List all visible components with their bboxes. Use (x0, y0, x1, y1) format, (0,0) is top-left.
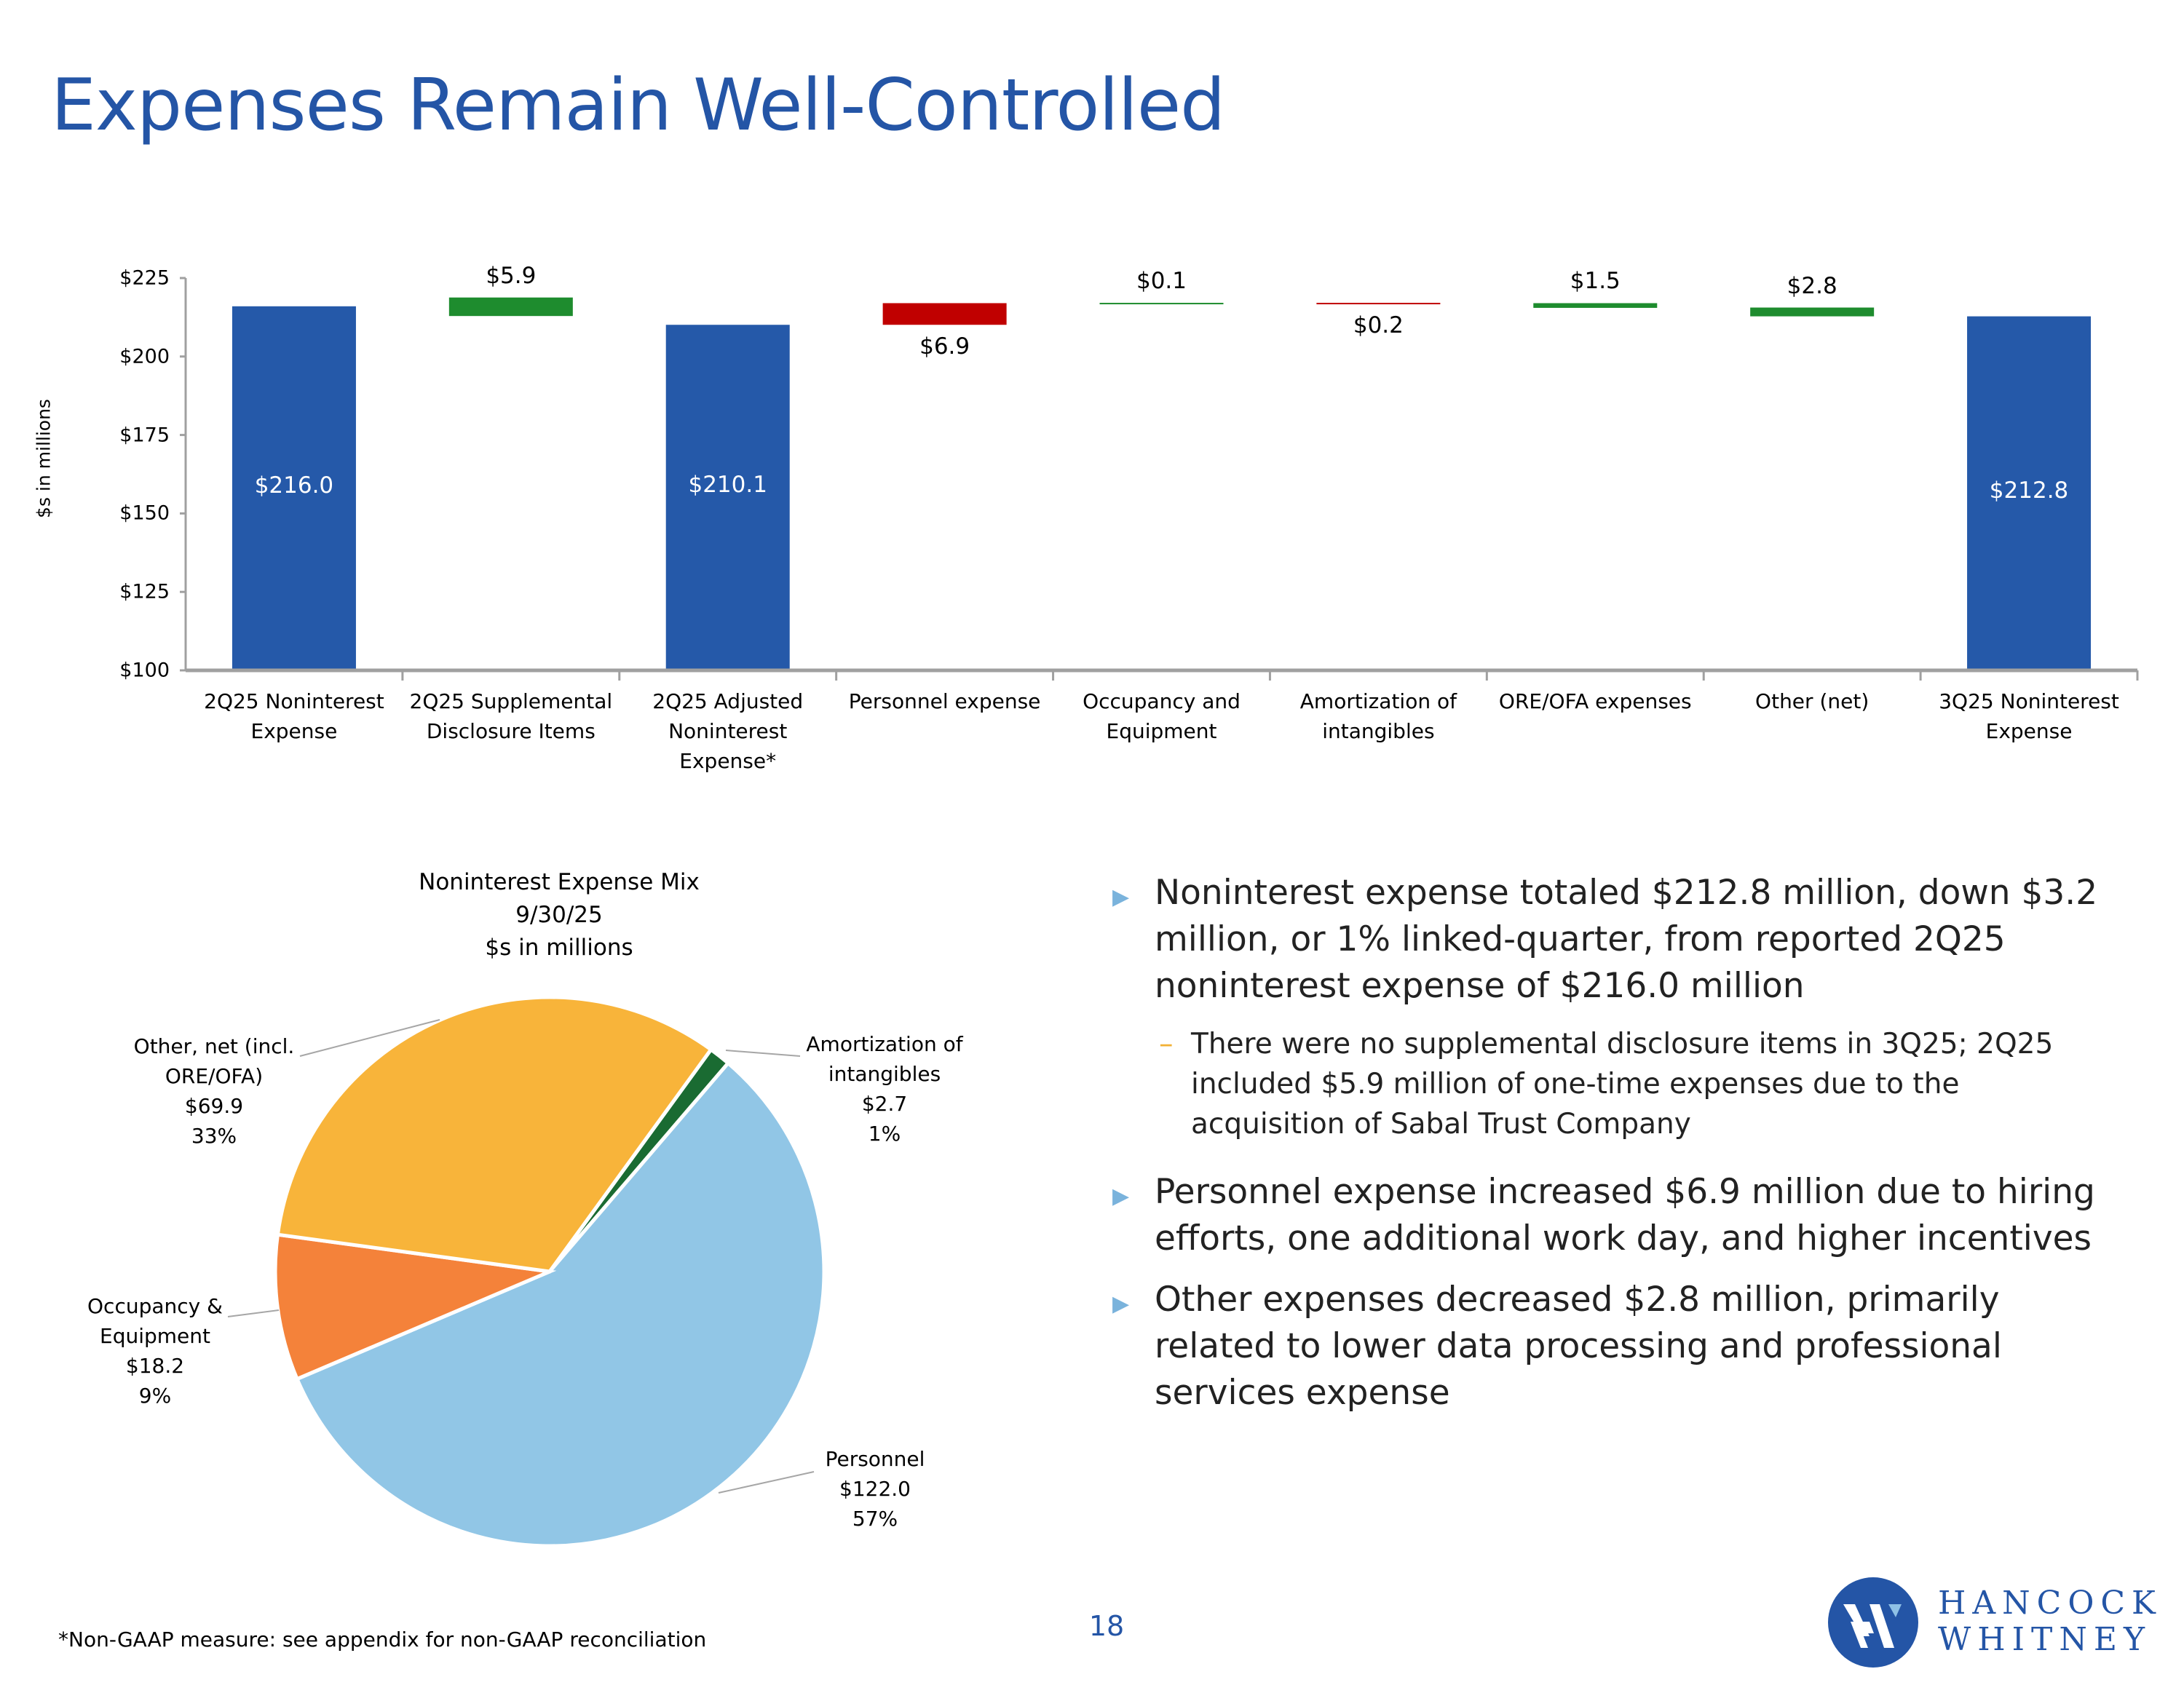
label-line: intangibles (828, 1062, 941, 1086)
label-line: ORE/OFA) (165, 1064, 264, 1088)
y-tick-label: $175 (119, 424, 170, 447)
waterfall-bar (1316, 303, 1441, 305)
bullet-item: ▶ Other expenses decreased $2.8 million, … (1112, 1277, 2117, 1416)
triangle-bullet-icon: ▶ (1112, 884, 1130, 910)
label-pct: 9% (138, 1384, 172, 1408)
x-category-label: Personnel expense (848, 689, 1041, 713)
label-line: Occupancy & (87, 1294, 223, 1318)
hancock-whitney-logo-icon (1828, 1577, 1918, 1668)
y-tick-label: $200 (119, 345, 170, 368)
x-category-label: 2Q25 Noninterest Expense (204, 689, 384, 743)
y-tick-label: $100 (119, 659, 170, 682)
logo-wordmark: HANCOCK WHITNEY (1938, 1585, 2162, 1658)
label-line: Equipment (100, 1324, 210, 1348)
bar-data-label: $6.9 (919, 333, 970, 360)
y-tick-label: $150 (119, 501, 170, 525)
pie-label-personnel: Personnel $122.0 57% (766, 1444, 984, 1534)
sub-bullet-text: There were no supplemental disclosure it… (1191, 1028, 2054, 1141)
waterfall-bar (1099, 303, 1224, 305)
triangle-bullet-icon: ▶ (1112, 1184, 1130, 1209)
y-tick-label: $125 (119, 580, 170, 603)
bar-data-label: $5.9 (486, 262, 537, 289)
x-category-label: Other (net) (1755, 689, 1870, 713)
label-value: $122.0 (839, 1477, 911, 1501)
logo-line: WHITNEY (1938, 1621, 2151, 1658)
bullet-text: Other expenses decreased $2.8 million, p… (1155, 1280, 2002, 1413)
label-value: $18.2 (125, 1354, 185, 1378)
y-tick-label: $225 (119, 266, 170, 290)
y-axis-label: $s in millions (33, 399, 55, 518)
label-line: Amortization of (806, 1032, 963, 1056)
waterfall-bar (1533, 303, 1658, 308)
bar-data-label: $216.0 (254, 472, 334, 499)
sub-bullet-item: – There were no supplemental disclosure i… (1112, 1024, 2117, 1144)
pie-title-line: $s in millions (485, 935, 633, 961)
bar-data-label: $2.8 (1787, 272, 1837, 299)
bar-data-label: $212.8 (1989, 477, 2069, 504)
pie-title-line: 9/30/25 (515, 902, 603, 928)
bullet-text: Noninterest expense totaled $212.8 milli… (1155, 873, 2098, 1006)
waterfall-bar (1967, 316, 2092, 670)
bar-data-label: $0.2 (1353, 312, 1404, 338)
footnote: *Non-GAAP measure: see appendix for non-… (58, 1627, 707, 1652)
page-number: 18 (1088, 1610, 1125, 1642)
label-pct: 57% (852, 1507, 898, 1531)
pie-slice (294, 1060, 826, 1548)
x-category-label: ORE/OFA expenses (1498, 689, 1692, 713)
label-value: $2.7 (861, 1092, 908, 1116)
pie-slice (547, 1047, 731, 1273)
pie-title-line: Noninterest Expense Mix (419, 869, 700, 895)
bullet-list: ▶ Noninterest expense totaled $212.8 mill… (1112, 870, 2117, 1431)
pie-label-other: Other, net (incl. ORE/OFA) $69.9 33% (105, 1031, 323, 1151)
waterfall-bar (448, 297, 573, 317)
bullet-item: ▶ Personnel expense increased $6.9 millio… (1112, 1169, 2117, 1262)
bar-data-label: $1.5 (1570, 268, 1621, 295)
x-category-label: 2Q25 Adjusted Noninterest Expense* (652, 689, 804, 773)
bar-data-label: $210.1 (688, 471, 767, 498)
label-pct: 33% (191, 1124, 237, 1148)
waterfall-bar (1750, 307, 1875, 317)
waterfall-chart (180, 277, 2139, 681)
pie-title: Noninterest Expense Mix 9/30/25 $s in mi… (414, 866, 705, 964)
page-title: Expenses Remain Well-Controlled (51, 64, 1225, 147)
pie-label-occupancy: Occupancy & Equipment $18.2 9% (46, 1291, 264, 1411)
logo-line: HANCOCK (1938, 1585, 2162, 1622)
label-line: Other, net (incl. (133, 1034, 295, 1058)
x-category-label: 3Q25 Noninterest Expense (1939, 689, 2119, 743)
triangle-bullet-icon: ▶ (1112, 1291, 1130, 1317)
dash-bullet-icon: – (1159, 1028, 1174, 1060)
label-value: $69.9 (184, 1094, 244, 1118)
waterfall-bar (665, 325, 790, 670)
x-category-label: Occupancy and Equipment (1083, 689, 1241, 743)
x-category-label: Amortization of intangibles (1299, 689, 1457, 743)
pie-slice (273, 1232, 557, 1381)
pie-slice (275, 995, 714, 1274)
bullet-text: Personnel expense increased $6.9 million… (1155, 1172, 2095, 1258)
pie-label-amortization: Amortization of intangibles $2.7 1% (775, 1029, 994, 1149)
waterfall-bar (232, 306, 356, 670)
label-line: Personnel (825, 1447, 925, 1471)
waterfall-bar (882, 303, 1007, 325)
x-category-label: 2Q25 Supplemental Disclosure Items (409, 689, 613, 743)
bullet-item: ▶ Noninterest expense totaled $212.8 mill… (1112, 870, 2117, 1010)
label-pct: 1% (868, 1122, 901, 1146)
bar-data-label: $0.1 (1136, 268, 1187, 295)
